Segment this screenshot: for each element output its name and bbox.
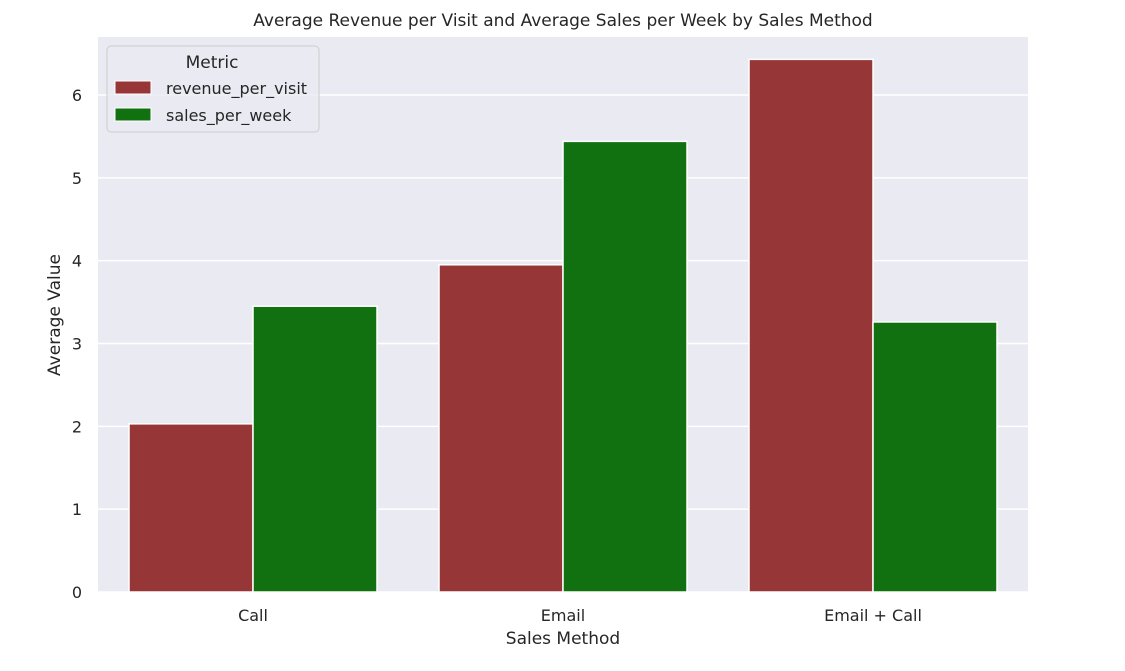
- y-tick-label: 2: [72, 417, 82, 436]
- bar-sales_per_week-2: [872, 321, 998, 593]
- chart-title: Average Revenue per Visit and Average Sa…: [253, 11, 872, 31]
- legend-swatch: [114, 80, 152, 95]
- y-tick-label: 5: [72, 169, 82, 188]
- legend-swatch: [114, 107, 152, 122]
- x-axis-label: Sales Method: [506, 629, 620, 649]
- bar-revenue_per_visit-0: [128, 423, 254, 593]
- y-tick-label: 3: [72, 334, 82, 353]
- y-tick-label: 0: [72, 583, 82, 602]
- legend: Metric revenue_per_visit sales_per_week: [106, 45, 320, 133]
- x-tick-label: Email: [541, 606, 585, 625]
- legend-label: revenue_per_visit: [166, 79, 307, 99]
- bar-sales_per_week-0: [252, 305, 378, 593]
- y-axis-label: Average Value: [45, 254, 65, 376]
- bar-revenue_per_visit-2: [748, 58, 874, 593]
- legend-box: [106, 45, 320, 133]
- bars: [128, 58, 998, 593]
- y-tick-labels: 0 1 2 3 4 5 6: [72, 86, 82, 602]
- x-tick-label: Email + Call: [824, 606, 922, 625]
- bar-sales_per_week-1: [562, 140, 688, 593]
- y-tick-label: 6: [72, 86, 82, 105]
- legend-title: Metric: [186, 53, 239, 73]
- bar-revenue_per_visit-1: [438, 264, 564, 593]
- y-tick-label: 4: [72, 252, 82, 271]
- y-tick-label: 1: [72, 500, 82, 519]
- x-tick-labels: Call Email Email + Call: [238, 606, 922, 625]
- x-tick-label: Call: [238, 606, 268, 625]
- legend-entries: revenue_per_visit sales_per_week: [114, 79, 307, 126]
- legend-label: sales_per_week: [166, 106, 292, 126]
